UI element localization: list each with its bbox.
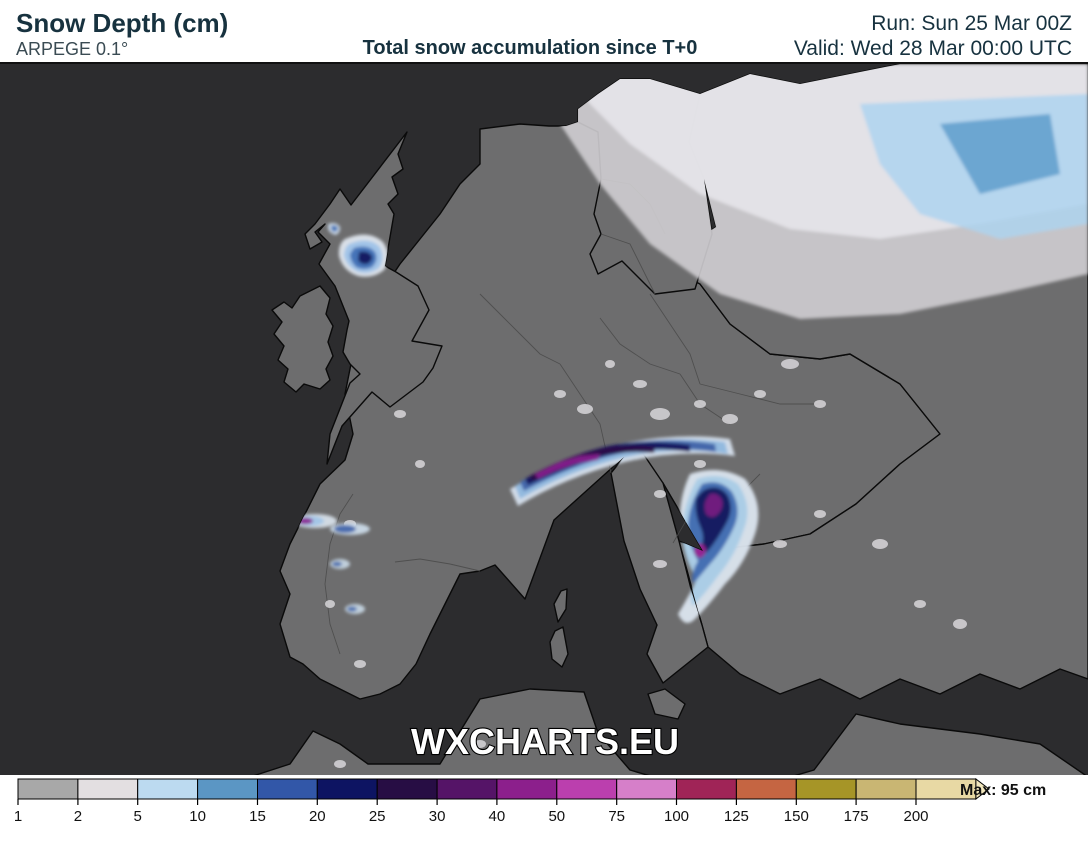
svg-text:Max: 95 cm: Max: 95 cm: [960, 782, 1046, 799]
svg-text:150: 150: [784, 808, 809, 825]
svg-text:75: 75: [608, 808, 625, 825]
svg-text:175: 175: [844, 808, 869, 825]
svg-text:15: 15: [249, 808, 266, 825]
svg-text:30: 30: [429, 808, 446, 825]
svg-text:20: 20: [309, 808, 326, 825]
svg-text:2: 2: [74, 808, 82, 825]
svg-text:50: 50: [548, 808, 565, 825]
svg-text:40: 40: [489, 808, 506, 825]
svg-text:100: 100: [664, 808, 689, 825]
svg-text:5: 5: [134, 808, 142, 825]
svg-text:25: 25: [369, 808, 386, 825]
svg-text:200: 200: [903, 808, 928, 825]
svg-text:125: 125: [724, 808, 749, 825]
svg-text:1: 1: [14, 808, 22, 825]
svg-text:10: 10: [189, 808, 206, 825]
svg-text:WXCHARTS.EU: WXCHARTS.EU: [411, 721, 679, 762]
